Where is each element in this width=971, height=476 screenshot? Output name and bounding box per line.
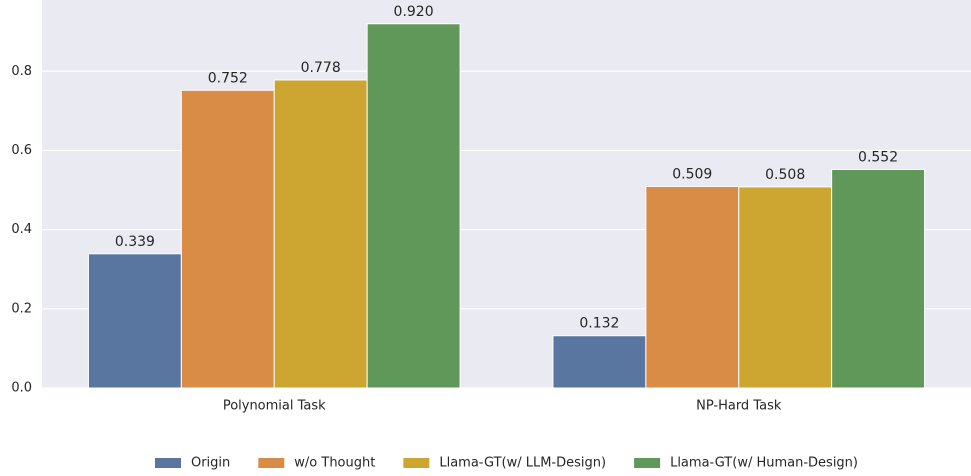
value-label: 0.509: [672, 166, 712, 182]
value-label: 0.508: [765, 167, 805, 183]
bar: [831, 168, 926, 389]
value-label: 0.752: [208, 70, 248, 86]
legend-label: Llama-GT(w/ Human-Design): [670, 456, 858, 471]
bar: [645, 185, 740, 389]
value-label: 0.552: [858, 149, 898, 165]
legend-swatch: [154, 458, 181, 468]
value-label: 0.132: [579, 316, 619, 332]
y-tick-label: 0.0: [11, 381, 32, 396]
legend-swatch: [634, 458, 661, 468]
y-tick-label: 0.6: [11, 143, 32, 158]
legend-label: Llama-GT(w/ LLM-Design): [439, 456, 606, 471]
bar: [738, 186, 833, 389]
legend-label: Origin: [191, 456, 230, 471]
y-tick-label: 0.8: [11, 64, 32, 79]
legend-swatch: [258, 458, 285, 468]
value-label: 0.920: [394, 4, 434, 20]
bar: [366, 23, 461, 389]
value-label: 0.339: [115, 234, 155, 250]
bar: [87, 253, 182, 389]
legend-swatch: [403, 458, 430, 468]
value-label: 0.778: [301, 60, 341, 76]
x-tick-label: Polynomial Task: [223, 399, 326, 414]
y-tick-label: 0.4: [11, 222, 32, 237]
legend-label: w/o Thought: [294, 456, 375, 471]
bar: [552, 335, 647, 389]
bar: [273, 79, 368, 389]
x-tick-label: NP-Hard Task: [696, 399, 782, 414]
y-tick-label: 0.2: [11, 301, 32, 316]
bar: [180, 89, 275, 389]
